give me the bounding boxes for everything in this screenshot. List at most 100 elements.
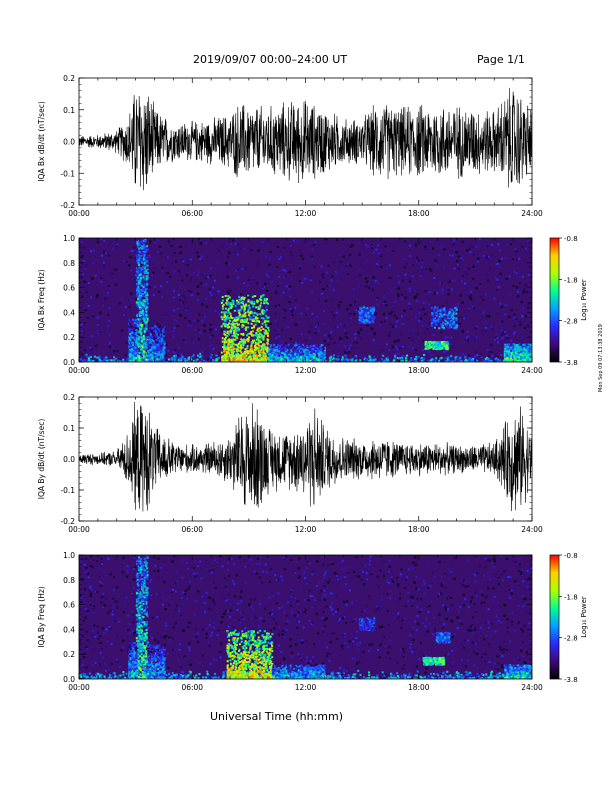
spectrogram-cell <box>108 241 111 244</box>
spectrogram-cell <box>429 361 432 362</box>
spectrogram-cell <box>314 332 317 335</box>
spectrogram-cell <box>278 257 281 260</box>
spectrogram-cell <box>245 354 248 357</box>
spectrogram-cell <box>143 332 146 335</box>
spectrogram-cell <box>103 295 106 298</box>
spectrogram-cell <box>383 313 385 316</box>
spectrogram-cell <box>331 275 334 278</box>
spectrogram-cell <box>263 300 266 303</box>
spectrogram-cell <box>284 309 287 312</box>
spectrogram-cell <box>283 308 286 311</box>
spectrogram-cell <box>85 290 88 293</box>
spectrogram-cell <box>210 267 213 270</box>
spectrogram-cell <box>241 267 244 270</box>
spectrogram-cell <box>223 330 226 333</box>
spectrogram-cell <box>163 356 166 359</box>
spectrogram-cell <box>145 301 148 304</box>
spectrogram-cell <box>457 255 460 258</box>
spectrogram-cell <box>270 281 273 284</box>
spectrogram-cell <box>496 361 499 362</box>
spectrogram-cell <box>136 239 139 242</box>
spectrogram-cell <box>446 358 449 360</box>
spectrogram-cell <box>128 324 131 327</box>
spectrogram-cell <box>262 286 265 288</box>
spectrogram-cell <box>257 327 260 330</box>
spectrogram-cell <box>133 338 136 341</box>
spectrogram-cell <box>244 334 247 337</box>
spectrogram-cell <box>86 355 89 358</box>
spectrogram-cell <box>144 288 147 291</box>
spectrogram-cell <box>527 240 529 242</box>
spectrogram-cell <box>396 317 399 320</box>
spectrogram-cell <box>141 260 144 262</box>
spectrogram-cell <box>139 278 142 281</box>
spectrogram-cell <box>230 307 232 309</box>
spectrogram-cell <box>521 275 524 278</box>
spectrogram-cell <box>176 354 179 357</box>
spectrogram-cell <box>137 289 140 292</box>
spectrogram-cell <box>330 279 333 282</box>
spectrogram-cell <box>306 307 309 310</box>
spectrogram-cell <box>184 360 186 362</box>
spectrogram-cell <box>131 322 134 324</box>
spectrogram-cell <box>481 361 484 362</box>
spectrogram-cell <box>512 285 515 287</box>
spectrogram-cell <box>385 292 388 295</box>
spectrogram-cell <box>128 338 131 341</box>
spectrogram-cell <box>346 359 349 362</box>
spectrogram-cell <box>379 324 382 327</box>
spectrogram-cell <box>163 330 166 333</box>
spectrogram-cell <box>97 359 100 362</box>
spectrogram-cell <box>366 245 369 248</box>
spectrogram-cell <box>472 357 474 360</box>
spectrogram-cell <box>165 314 168 317</box>
spectrogram-cell <box>238 302 241 305</box>
spectrogram-cell <box>137 244 139 247</box>
spectrogram-cell <box>140 322 142 325</box>
spectrogram-cell <box>239 341 242 343</box>
spectrogram-cell <box>211 334 214 337</box>
spectrogram-cell <box>237 276 240 279</box>
spectrogram-cell <box>130 342 133 345</box>
spectrogram-cell <box>138 355 141 358</box>
spectrogram-cell <box>236 310 239 312</box>
spectrogram-cell <box>459 356 462 359</box>
spectrogram-cell <box>143 264 146 267</box>
spectrogram-cell <box>203 316 206 319</box>
spectrogram-cell <box>227 359 230 362</box>
spectrogram-cell <box>250 342 253 344</box>
spectrogram-cell <box>283 316 286 319</box>
spectrogram-cell <box>461 353 464 356</box>
spectrogram-cell <box>144 358 147 361</box>
spectrogram-cell <box>439 357 441 360</box>
spectrogram-cell <box>403 266 406 269</box>
spectrogram-cell <box>424 313 427 316</box>
spectrogram-cell <box>399 333 402 336</box>
spectrogram-cell <box>456 332 459 335</box>
spectrogram-cell <box>418 312 421 315</box>
spectrogram-cell <box>488 351 491 354</box>
spectrogram-cell <box>100 238 102 241</box>
spectrogram-cell <box>371 244 374 246</box>
spectrogram-cell <box>208 360 211 362</box>
spectrogram-cell <box>198 361 201 362</box>
spectrogram-cell <box>248 304 250 307</box>
spectrogram-cell <box>108 345 111 348</box>
spectrogram-cell <box>129 359 132 362</box>
spectrogram-cell <box>472 245 475 248</box>
spectrogram-cell <box>258 341 260 344</box>
spectrogram-cell <box>160 347 163 350</box>
spectrogram-cell <box>136 287 139 290</box>
spectrogram-cell <box>133 325 136 327</box>
spectrogram-cell <box>402 322 405 325</box>
spectrogram-cell <box>103 356 106 359</box>
spectrogram-cell <box>365 259 368 262</box>
spectrogram-cell <box>257 358 260 361</box>
spectrogram-cell <box>265 320 268 323</box>
spectrogram-cell <box>284 342 287 345</box>
spectrogram-cell <box>485 261 488 264</box>
spectrogram-cell <box>236 345 239 348</box>
spectrogram-cell <box>145 270 147 273</box>
spectrogram-cell <box>519 320 522 323</box>
spectrogram-cell <box>199 282 202 285</box>
